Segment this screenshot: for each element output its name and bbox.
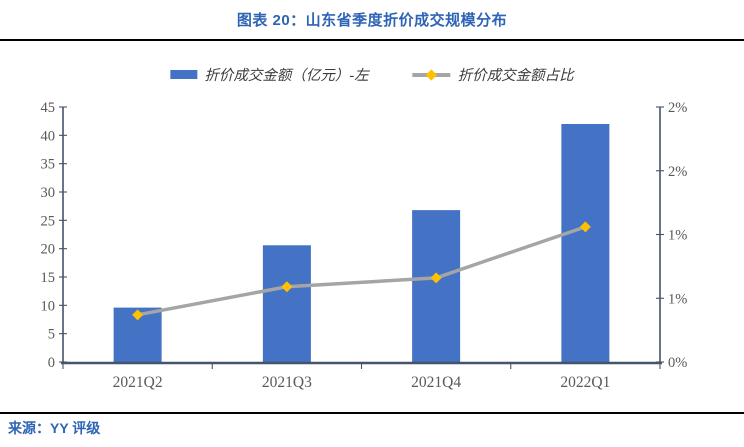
- line-marker-2022Q1: [579, 221, 591, 233]
- left-axis-label: 30: [41, 185, 56, 201]
- left-axis-label: 25: [41, 213, 56, 229]
- right-axis-label: 1%: [668, 291, 687, 307]
- bar-2021Q3: [262, 245, 311, 362]
- left-axis-label: 40: [41, 128, 56, 144]
- line-swatch-icon: [412, 68, 451, 81]
- left-axis-label: 20: [41, 242, 56, 258]
- right-axis-label: 2%: [668, 100, 687, 116]
- top-divider: [0, 39, 744, 41]
- legend-item-bar-series[interactable]: 折价成交金额（亿元）-左: [170, 64, 369, 85]
- x-axis-label: 2021Q2: [113, 374, 163, 391]
- legend-item-line-series[interactable]: 折价成交金额占比: [412, 64, 574, 85]
- source-note: 来源：YY 评级: [8, 420, 101, 436]
- left-axis-label: 5: [48, 327, 55, 343]
- bar-2022Q1: [561, 124, 610, 362]
- bottom-divider: [0, 412, 744, 414]
- left-axis-label: 10: [41, 298, 56, 314]
- line-marker-2021Q2: [132, 309, 144, 321]
- line-marker-2021Q3: [281, 281, 293, 293]
- figure-title: 图表 20：山东省季度折价成交规模分布: [236, 12, 508, 29]
- left-axis-label: 0: [48, 355, 55, 371]
- bar-2021Q4: [412, 210, 461, 362]
- left-axis-label: 15: [41, 270, 56, 286]
- left-axis-label: 45: [41, 100, 56, 116]
- x-axis-label: 2022Q1: [560, 374, 610, 391]
- legend-label-line: 折价成交金额占比: [457, 68, 574, 84]
- bar-swatch-icon: [170, 70, 198, 79]
- right-axis-label: 0%: [668, 355, 687, 371]
- chart-legend: 折价成交金额（亿元）-左 折价成交金额占比: [170, 64, 574, 85]
- right-axis-label: 1%: [668, 228, 687, 244]
- ratio-line: [135, 225, 588, 317]
- x-axis-label: 2021Q4: [411, 374, 461, 391]
- line-marker-2021Q4: [430, 272, 442, 284]
- left-axis-label: 35: [41, 157, 56, 173]
- right-axis-label: 2%: [668, 164, 687, 180]
- legend-label-bar: 折价成交金额（亿元）-左: [204, 68, 369, 84]
- x-axis-label: 2021Q3: [262, 374, 312, 391]
